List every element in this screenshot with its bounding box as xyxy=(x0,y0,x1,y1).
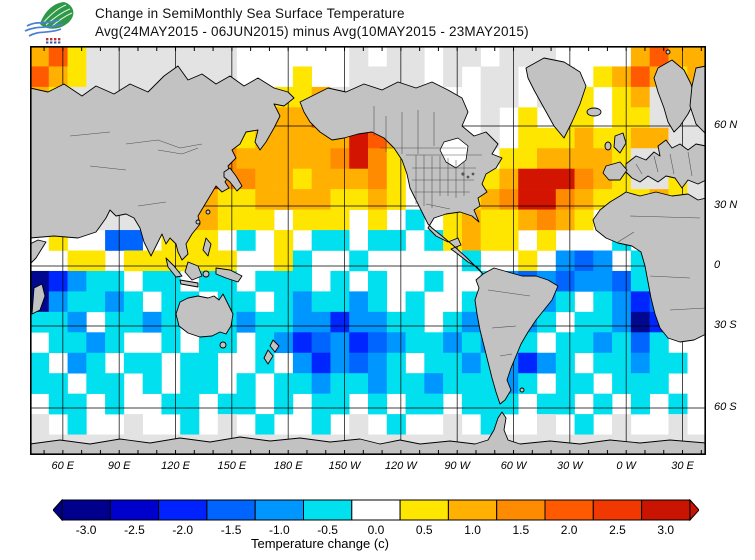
colorbar-segment--3.0 xyxy=(61,499,111,521)
colorbar-tick-2.0: 2.0 xyxy=(560,523,578,537)
lon-label-30e: 30 E xyxy=(671,460,694,472)
colorbar-left-arrow xyxy=(52,498,63,522)
colorbar-tick--3.0: -3.0 xyxy=(75,523,97,537)
colorbar-right-arrow xyxy=(689,498,700,522)
sulawesi xyxy=(202,270,210,278)
new-zealand-south xyxy=(263,349,274,365)
longitude-axis: 60 E 90 E 120 E 150 E 180 E 150 W 120 W 90 W 60 … xyxy=(0,460,755,476)
hudson-bay xyxy=(439,137,469,169)
agency-leaf-logo xyxy=(24,2,74,44)
lon-label-150w: 150 W xyxy=(328,460,361,472)
continents xyxy=(30,49,706,455)
colorbar-segment-2.5 xyxy=(592,499,643,521)
south-america xyxy=(474,267,559,405)
philippines xyxy=(202,237,212,257)
borneo xyxy=(184,261,203,281)
colorbar xyxy=(52,498,700,522)
scandinavia xyxy=(653,59,696,133)
world-sst-map xyxy=(30,46,706,455)
sumatra xyxy=(165,257,183,278)
lon-label-120w: 120 W xyxy=(384,460,417,472)
colorbar-tick--1.5: -1.5 xyxy=(220,523,242,537)
africa xyxy=(592,191,706,343)
colorbar-segment-0.5 xyxy=(399,499,449,521)
logo-caption-marks xyxy=(46,38,61,44)
colorbar-tick--2.0: -2.0 xyxy=(172,523,194,537)
new-zealand-north xyxy=(269,339,280,353)
colorbar-segment-3.0 xyxy=(641,499,691,521)
svalbard xyxy=(665,49,671,55)
ireland xyxy=(604,141,612,151)
lon-label-120e: 120 E xyxy=(161,460,190,472)
lat-label-30n: 30 N xyxy=(714,199,738,211)
colorbar-segment-1.5 xyxy=(496,499,546,521)
colorbar-tick-0.0: 0.0 xyxy=(367,523,385,537)
colorbar-tick-3.0: 3.0 xyxy=(657,523,675,537)
iberia xyxy=(602,161,628,181)
lon-label-90w: 90 W xyxy=(444,460,470,472)
europe xyxy=(625,139,706,189)
lon-label-90e: 90 E xyxy=(107,460,131,472)
latitude-axis: 60 N 30 N 0 30 S 60 S xyxy=(712,46,755,455)
colorbar-scale: -3.0 -2.5 -2.0 -1.5 -1.0 -0.5 0.0 0.5 1.0 1.5 2.0 2… xyxy=(53,523,699,537)
hainan xyxy=(195,219,201,225)
lat-label-60s: 60 S xyxy=(714,401,737,413)
nw-russia xyxy=(689,65,706,135)
country-state-borders xyxy=(69,106,706,357)
colorbar-tick-0.5: 0.5 xyxy=(415,523,433,537)
page-subtitle: Avg(24MAY2015 - 06JUN2015) minus Avg(10M… xyxy=(95,24,529,39)
lon-label-60e: 60 E xyxy=(51,460,75,472)
greenland xyxy=(525,57,587,139)
lat-label-60n: 60 N xyxy=(714,119,738,131)
iceland xyxy=(586,107,602,117)
lon-label-0w: 0 W xyxy=(616,460,636,472)
title-block: Change in SemiMonthly Sea Surface Temper… xyxy=(95,5,529,41)
colorbar-segment--2.5 xyxy=(109,499,160,521)
australia xyxy=(175,293,234,338)
colorbar-segment--1.5 xyxy=(206,499,256,521)
colorbar-segment-1.0 xyxy=(447,499,498,521)
colorbar-tick-1.0: 1.0 xyxy=(464,523,481,537)
colorbar-tick--0.5: -0.5 xyxy=(317,523,338,537)
taiwan xyxy=(205,209,211,215)
colorbar-segment--0.5 xyxy=(303,499,353,521)
antarctica xyxy=(30,411,706,455)
great-lakes xyxy=(461,172,475,179)
colorbar-caption: Temperature change (c) xyxy=(250,536,389,551)
colorbar-segment-0.0 xyxy=(351,499,401,521)
colorbar-segment--2.0 xyxy=(158,499,208,521)
colorbar-tick--1.0: -1.0 xyxy=(269,523,290,537)
colorbar-segment--1.0 xyxy=(254,499,304,521)
lat-label-30s: 30 S xyxy=(714,319,737,331)
lon-label-180e: 180 E xyxy=(273,460,303,472)
lon-label-30w: 30 W xyxy=(557,460,583,472)
japan xyxy=(223,167,243,192)
leaf-icon xyxy=(40,2,74,29)
colorbar-segment-2.0 xyxy=(544,499,594,521)
map-frame xyxy=(30,46,706,455)
colorbar-tick--2.5: -2.5 xyxy=(124,523,145,537)
java xyxy=(179,279,199,288)
lon-label-60w: 60 W xyxy=(500,460,527,472)
north-america xyxy=(299,81,503,275)
falkland-islands xyxy=(519,387,525,393)
britain xyxy=(613,132,627,154)
tasmania xyxy=(219,341,227,349)
colorbar-tick-2.5: 2.5 xyxy=(609,523,626,537)
lon-label-150e: 150 E xyxy=(217,460,247,472)
new-guinea xyxy=(215,267,243,283)
madagascar xyxy=(31,283,46,315)
lat-label-0: 0 xyxy=(714,259,721,271)
page-title: Change in SemiMonthly Sea Surface Temper… xyxy=(95,6,405,21)
colorbar-tick-1.5: 1.5 xyxy=(512,523,530,537)
horn-of-africa xyxy=(30,239,47,265)
wave-icon xyxy=(24,19,64,37)
